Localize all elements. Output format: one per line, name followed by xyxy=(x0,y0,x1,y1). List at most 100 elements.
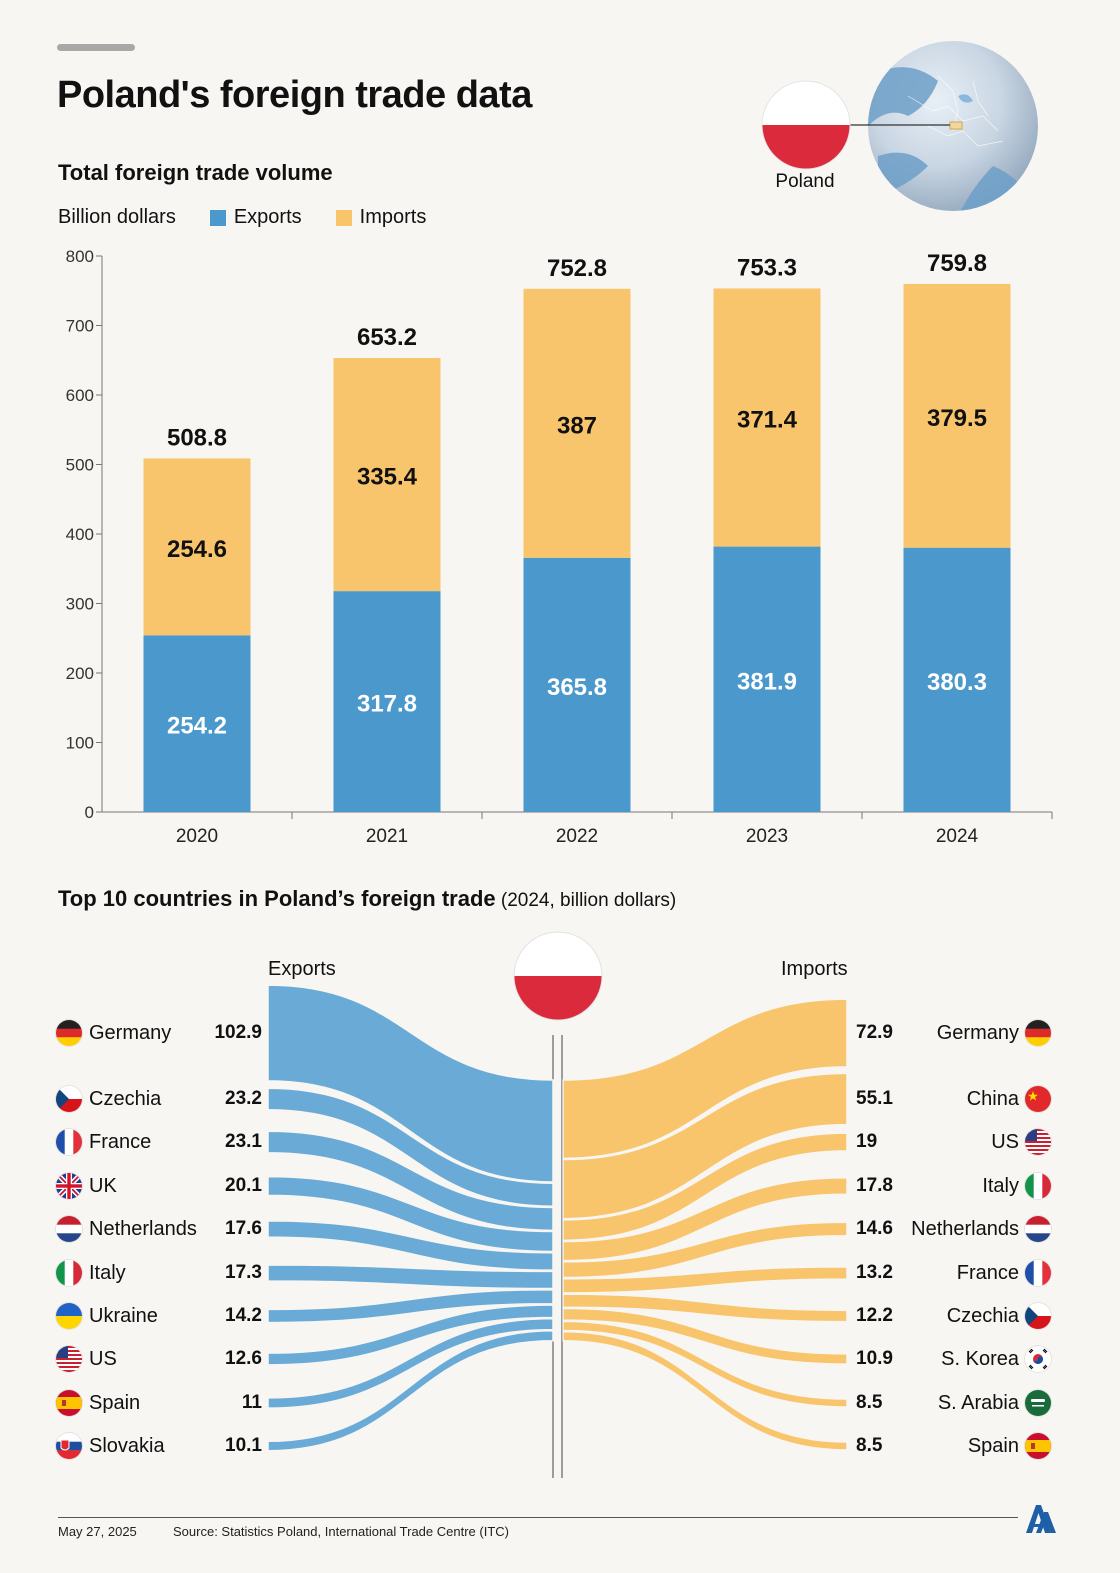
flag-us-icon xyxy=(1025,1129,1051,1155)
import-partner-value: 19 xyxy=(856,1131,878,1152)
data-label-total: 759.8 xyxy=(927,250,987,277)
globe-country-label: Poland xyxy=(775,171,835,192)
export-flow xyxy=(267,1175,554,1253)
data-label-total: 753.3 xyxy=(737,254,797,281)
flag-cz-icon xyxy=(1025,1303,1051,1329)
section2-title-bold: Top 10 countries in Poland’s foreign tra… xyxy=(58,886,496,911)
export-partner-value: 17.6 xyxy=(225,1218,262,1239)
import-partner-row: Italy xyxy=(982,1171,1051,1201)
bar-exports xyxy=(713,546,821,812)
flag-sk-icon xyxy=(56,1433,82,1459)
import-partner-value: 8.5 xyxy=(856,1435,883,1456)
imports-header: Imports xyxy=(781,958,848,980)
export-partner-name: Spain xyxy=(89,1391,141,1414)
export-partner-row: Spain xyxy=(56,1388,140,1418)
export-partner-row: UK xyxy=(56,1171,117,1201)
flag-nl-icon xyxy=(56,1216,82,1242)
data-label-imports: 387 xyxy=(557,412,597,439)
export-partner-value: 10.1 xyxy=(225,1435,262,1456)
legend-label-imports: Imports xyxy=(359,206,427,228)
import-partner-value: 10.9 xyxy=(856,1348,893,1369)
export-partner-value: 23.1 xyxy=(225,1131,262,1152)
data-label-total: 752.8 xyxy=(547,255,607,282)
y-tick-label: 600 xyxy=(66,386,94,405)
import-partner-value: 12.2 xyxy=(856,1305,893,1326)
import-partner-row: Spain xyxy=(968,1431,1051,1461)
x-tick-label: 2023 xyxy=(746,826,788,847)
import-partner-name: Netherlands xyxy=(911,1217,1019,1240)
legend-swatch-exports xyxy=(209,209,226,226)
bar-imports xyxy=(713,288,821,547)
import-flow xyxy=(562,1320,848,1408)
import-flow xyxy=(562,1176,848,1262)
unit-label: Billion dollars xyxy=(58,206,176,228)
flag-cn-icon xyxy=(1025,1086,1051,1112)
bar-imports xyxy=(903,283,1011,548)
export-flow xyxy=(267,1317,554,1409)
data-label-imports: 371.4 xyxy=(737,407,798,434)
flag-fr-icon xyxy=(56,1129,82,1155)
export-partner-value: 23.2 xyxy=(225,1088,262,1109)
chart-legend: Billion dollars Exports Imports xyxy=(58,206,426,229)
import-partner-value: 55.1 xyxy=(856,1088,893,1109)
export-partner-name: UK xyxy=(89,1174,117,1197)
flag-uk-icon xyxy=(56,1173,82,1199)
import-partner-value: 13.2 xyxy=(856,1262,893,1283)
export-partner-row: Czechia xyxy=(56,1084,161,1114)
globe-graphic xyxy=(761,41,1038,211)
export-partner-name: Czechia xyxy=(89,1087,162,1110)
top-accent-bar xyxy=(57,44,135,51)
export-partner-value: 20.1 xyxy=(225,1175,262,1196)
export-flow xyxy=(267,1288,554,1324)
export-partner-name: France xyxy=(89,1130,152,1153)
export-partner-name: Ukraine xyxy=(89,1304,158,1327)
export-partner-value: 102.9 xyxy=(214,1022,262,1043)
export-partner-value: 12.6 xyxy=(225,1348,262,1369)
import-partner-row: Germany xyxy=(937,1018,1051,1048)
export-flow xyxy=(267,984,554,1183)
data-label-imports: 379.5 xyxy=(927,405,987,432)
y-tick-label: 800 xyxy=(66,247,94,266)
import-flow xyxy=(562,1330,848,1451)
export-partner-value: 17.3 xyxy=(225,1262,262,1283)
flag-es-icon xyxy=(1025,1433,1051,1459)
bar-exports xyxy=(333,591,441,812)
x-tick-label: 2024 xyxy=(936,826,979,847)
import-partner-row: China xyxy=(967,1084,1051,1114)
flag-ua-icon xyxy=(56,1303,82,1329)
poland-flag-circle xyxy=(513,931,603,1021)
import-flow xyxy=(562,1132,848,1242)
agency-logo-icon xyxy=(1026,1505,1056,1533)
export-flow xyxy=(267,1130,554,1232)
data-label-exports: 381.9 xyxy=(737,668,797,695)
export-partner-row: Germany xyxy=(56,1018,171,1048)
export-partner-value: 11 xyxy=(241,1392,262,1413)
import-partner-name: S. Korea xyxy=(941,1347,1019,1370)
y-tick-label: 300 xyxy=(66,595,94,614)
data-label-exports: 254.2 xyxy=(167,713,227,740)
import-partner-value: 8.5 xyxy=(856,1392,883,1413)
section2-title-rest: (2024, billion dollars) xyxy=(495,890,677,911)
import-partner-name: Czechia xyxy=(946,1304,1019,1327)
data-label-total: 653.2 xyxy=(357,324,417,351)
import-partner-name: S. Arabia xyxy=(937,1391,1019,1414)
import-flow xyxy=(562,1072,848,1220)
y-tick-label: 0 xyxy=(85,803,94,822)
import-partner-name: Germany xyxy=(936,1021,1019,1044)
x-tick-label: 2020 xyxy=(176,826,218,847)
exports-header: Exports xyxy=(268,958,336,980)
footer-source: Source: Statistics Poland, International… xyxy=(173,1524,509,1539)
import-partner-row: US xyxy=(991,1127,1051,1157)
export-flow xyxy=(267,1304,554,1366)
x-tick-label: 2022 xyxy=(556,826,598,847)
import-partner-value: 14.6 xyxy=(856,1218,893,1239)
y-tick-label: 400 xyxy=(66,525,94,544)
flag-nl-icon xyxy=(1025,1216,1051,1242)
export-partner-name: Italy xyxy=(89,1261,126,1284)
import-partner-value: 17.8 xyxy=(856,1175,893,1196)
export-partner-value: 14.2 xyxy=(225,1305,262,1326)
section2-title: Top 10 countries in Poland’s foreign tra… xyxy=(58,886,676,912)
flag-de-icon xyxy=(1025,1020,1051,1046)
export-partner-name: Germany xyxy=(89,1021,172,1044)
import-partner-value: 72.9 xyxy=(856,1022,893,1043)
